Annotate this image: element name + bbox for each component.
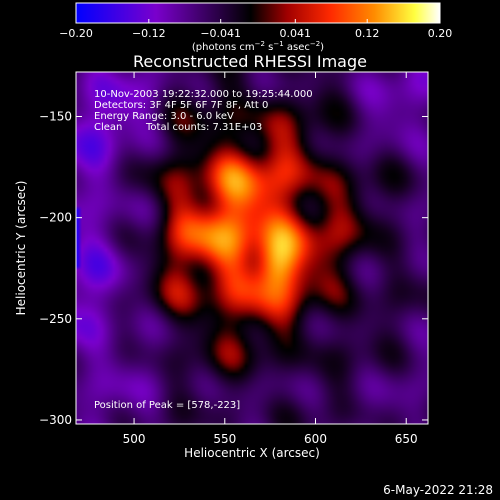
x-tick-label: 550 bbox=[213, 432, 236, 446]
colorbar-units: (photons cm−2 s−1 asec−2) bbox=[192, 40, 324, 53]
colorbar-tick-label: −0.20 bbox=[59, 27, 93, 40]
colorbar-tick-label: 0.20 bbox=[428, 27, 453, 40]
chart-title: Reconstructed RHESSI Image bbox=[133, 52, 367, 71]
heatmap-image bbox=[76, 72, 428, 424]
annotation-detectors: Detectors: 3F 4F 5F 6F 7F 8F, Att 0 bbox=[94, 100, 268, 111]
y-tick-label: −200 bbox=[39, 211, 72, 225]
colorbar-tick-label: 0.041 bbox=[280, 27, 312, 40]
y-tick-label: −300 bbox=[39, 413, 72, 427]
y-axis-ticks: −150 −200 −250 −300 bbox=[39, 110, 428, 427]
annotation-peak-position: Position of Peak = [578,-223] bbox=[94, 400, 240, 411]
annotation-time-range: 10-Nov-2003 19:22:32.000 to 19:25:44.000 bbox=[94, 89, 313, 100]
y-tick-label: −250 bbox=[39, 312, 72, 326]
colorbar bbox=[75, 2, 441, 24]
y-axis-label: Heliocentric Y (arcsec) bbox=[14, 181, 28, 316]
footer-date: 6-May-2022 21:28 bbox=[383, 483, 493, 497]
x-tick-label: 500 bbox=[123, 432, 146, 446]
colorbar-tick-label: −0.12 bbox=[132, 27, 166, 40]
colorbar-ticks: −0.20 −0.12 −0.041 0.041 0.12 0.20 bbox=[59, 19, 452, 40]
annotation-total-counts: Total counts: 7.31E+03 bbox=[145, 122, 262, 133]
colorbar-tick-label: −0.041 bbox=[200, 27, 241, 40]
y-tick-label: −150 bbox=[39, 110, 72, 124]
x-axis-label: Heliocentric X (arcsec) bbox=[184, 446, 320, 460]
x-axis-ticks: 500 550 600 650 bbox=[123, 72, 418, 446]
plot-frame bbox=[75, 71, 429, 425]
annotation-energy: Energy Range: 3.0 - 6.0 keV bbox=[94, 111, 234, 122]
colorbar-tick-label: 0.12 bbox=[355, 27, 380, 40]
annotation-clean: Clean bbox=[94, 122, 122, 133]
x-tick-label: 650 bbox=[395, 432, 418, 446]
x-tick-label: 600 bbox=[304, 432, 327, 446]
